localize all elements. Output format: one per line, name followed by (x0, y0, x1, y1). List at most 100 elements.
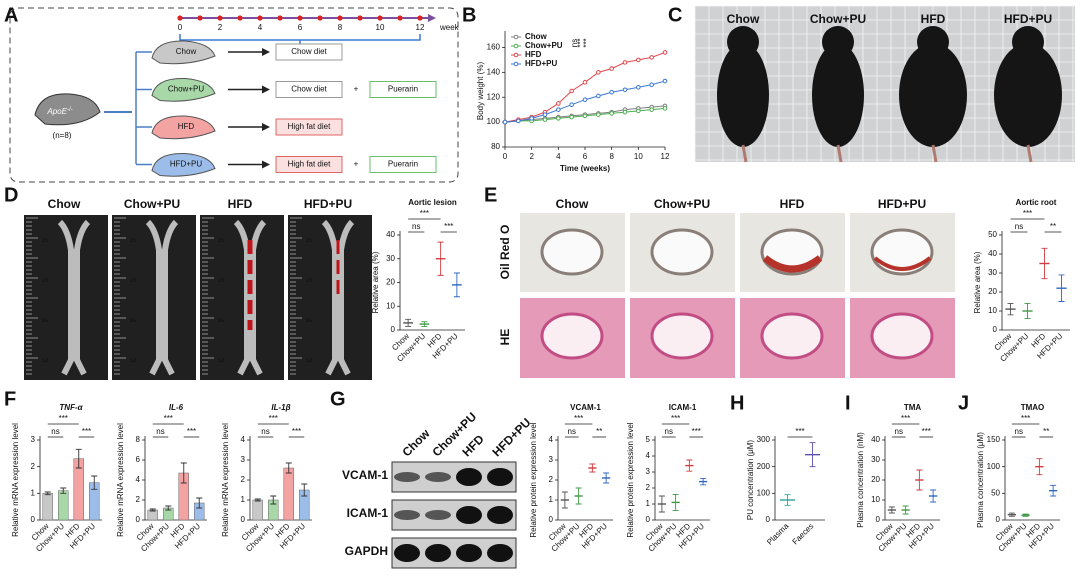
point (556, 107, 561, 112)
group-label: Chow (556, 197, 589, 211)
week-label: 2 (218, 23, 223, 32)
chart-title: ICAM-1 (669, 403, 697, 412)
error-bar (91, 475, 98, 490)
group-label: HFD+PU (878, 197, 926, 211)
error-bar (658, 495, 665, 513)
ruler-label: 5 (216, 278, 225, 283)
sig-label: *** (671, 414, 680, 423)
diet-box (275, 43, 343, 61)
mouse-label: ApoE-/- (46, 107, 72, 117)
y-tick-label: 2 (549, 475, 554, 484)
x-tick-label: 10 (634, 152, 643, 161)
point (622, 109, 628, 115)
y-tick-label: 160 (487, 43, 501, 52)
y-tick-label: 40 (386, 230, 395, 239)
sig-label: ns (895, 427, 903, 436)
lumen (760, 312, 824, 360)
y-axis-label: Plasma concentration (nM) (856, 432, 865, 528)
y-tick-label: 0 (996, 515, 1001, 524)
week-label: 10 (376, 23, 385, 32)
chart-title: Aortic root (1016, 198, 1057, 207)
blot-label: GAPDH (345, 544, 388, 558)
group-label: HFD (228, 197, 253, 211)
legend-label: HFD+PU (525, 59, 557, 68)
y-axis-label: Plasma concentration (μM) (976, 432, 985, 528)
lumen (540, 228, 604, 276)
ruler-label: 5 (304, 278, 313, 283)
sig-label: ns (1015, 222, 1023, 231)
aorta (233, 219, 267, 376)
error-bar (589, 463, 596, 473)
stain-label: HE (498, 329, 512, 346)
y-tick-label: 0 (136, 515, 141, 524)
point (556, 101, 561, 106)
sig-label: *** (692, 427, 701, 436)
group-label: HFD (459, 432, 487, 460)
sig-label: ns (1015, 427, 1023, 436)
plus: + (354, 85, 359, 94)
y-tick-label: 40 (988, 249, 997, 258)
y-axis-label: PU concentration (μM) (746, 440, 755, 521)
timeline-dot (337, 15, 343, 21)
error-bar (149, 508, 156, 512)
legend-label: Chow+PU (525, 41, 563, 50)
annotation: *** (582, 38, 591, 47)
diet-label: High fat diet (288, 122, 331, 131)
group-label: Chow+PU (654, 197, 710, 211)
error-bar (270, 495, 277, 505)
blot-label: VCAM-1 (342, 468, 388, 482)
timeline-arrow (428, 14, 436, 22)
point (609, 89, 614, 95)
week-label: 0 (178, 23, 183, 32)
annotation: *** (576, 38, 585, 47)
lumen (870, 312, 934, 360)
y-tick-label: 3 (31, 435, 36, 444)
sig-label: *** (1023, 209, 1032, 218)
photo-bg (24, 215, 108, 380)
chart-title: Aortic lesion (408, 198, 457, 207)
y-axis-label: Relative mRNA expression level (221, 423, 230, 537)
panel-label: I (845, 392, 851, 414)
y-tick-label: 4 (646, 451, 651, 460)
y-tick-label: 100 (757, 488, 771, 497)
diet-label: Chow diet (291, 85, 327, 94)
mouse-head (917, 26, 949, 58)
arrow-head (262, 48, 270, 56)
week-label: 4 (258, 23, 263, 32)
legend-marker (513, 52, 519, 58)
stain-label: Oil Red O (498, 225, 512, 280)
blot-label: ICAM-1 (347, 506, 389, 520)
y-tick-label: 20 (988, 287, 997, 296)
error-bar (930, 489, 937, 503)
point (662, 78, 668, 84)
ruler-label: 4 (128, 318, 137, 323)
week-label: 6 (298, 23, 303, 32)
diet-box (275, 156, 343, 173)
ruler-label: 5 (128, 278, 137, 283)
point (582, 79, 588, 85)
error-bar (44, 491, 51, 496)
error-bar (196, 497, 203, 509)
aorta (145, 219, 179, 376)
y-tick-label: 3 (646, 467, 651, 476)
photo-bg (200, 215, 284, 380)
ruler-label: 4 (216, 318, 225, 323)
y-tick-label: 80 (491, 142, 500, 151)
bar (42, 493, 53, 521)
photo-bg (288, 215, 372, 380)
mouse-body (717, 43, 769, 147)
band (487, 544, 513, 562)
group-label: HFD (178, 122, 195, 131)
error-bar (301, 483, 308, 497)
y-tick-label: 6 (136, 455, 141, 464)
x-tick-label: 6 (583, 152, 588, 161)
y-tick-label: 140 (487, 67, 501, 76)
mouse-genotype: -/- (67, 107, 73, 113)
ruler-label: 5 (40, 278, 49, 283)
error-bar (784, 494, 791, 506)
error-bar (285, 462, 292, 474)
sig-label: ns (665, 427, 673, 436)
photo-bg (112, 215, 196, 380)
point (516, 118, 521, 124)
